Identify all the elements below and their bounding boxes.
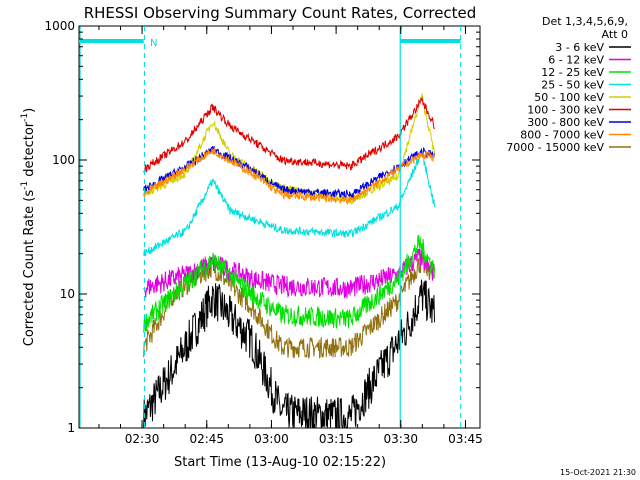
legend-label: 3 - 6 keV	[555, 41, 604, 54]
legend-label: 25 - 50 keV	[541, 79, 604, 92]
x-tick-label: 03:15	[319, 432, 354, 446]
legend-header-line-2: Att 0	[602, 28, 628, 41]
x-tick-label: 02:30	[125, 432, 160, 446]
x-tick-label: 03:30	[383, 432, 418, 446]
legend-label: 800 - 7000 keV	[520, 129, 604, 142]
y-axis-label: Corrected Count Rate (s-1 detector-1)	[20, 108, 37, 346]
chart-title: RHESSI Observing Summary Count Rates, Co…	[84, 4, 477, 22]
marker-layer	[79, 26, 462, 428]
series-line-7	[143, 147, 435, 206]
legend-header-line-1: Det 1,3,4,5,6,9,	[542, 15, 628, 28]
legend-label: 50 - 100 keV	[534, 91, 604, 104]
y-tick-label: 10	[60, 287, 75, 301]
series-line-0	[143, 279, 435, 428]
plot-frame	[78, 25, 481, 429]
legend-label: 12 - 25 keV	[541, 66, 604, 79]
y-tick-label: 100	[52, 153, 75, 167]
legend-label: 300 - 800 keV	[527, 116, 604, 129]
x-tick-label: 03:45	[448, 432, 483, 446]
series-line-4	[143, 93, 435, 206]
series-layer	[143, 93, 435, 428]
y-tick-label: 1000	[44, 19, 75, 33]
legend-label: 7000 - 15000 keV	[506, 141, 604, 154]
x-tick-label: 03:00	[254, 432, 289, 446]
series-line-5	[143, 96, 435, 173]
generation-timestamp: 15-Oct-2021 21:30	[560, 468, 636, 477]
series-line-3	[143, 151, 435, 257]
x-axis-label: Start Time (13-Aug-10 02:15:22)	[174, 455, 386, 470]
axis-layer: 1 10 100 1000 02:30 02:45 03:00 03:15 03:30 03:45	[44, 19, 482, 446]
annotation-n: N	[150, 38, 157, 49]
legend-label: 100 - 300 keV	[527, 104, 604, 117]
x-tick-label: 02:45	[189, 432, 224, 446]
legend-label: 6 - 12 keV	[548, 54, 604, 67]
series-line-2	[143, 234, 435, 333]
y-tick-label: 1	[67, 421, 75, 435]
